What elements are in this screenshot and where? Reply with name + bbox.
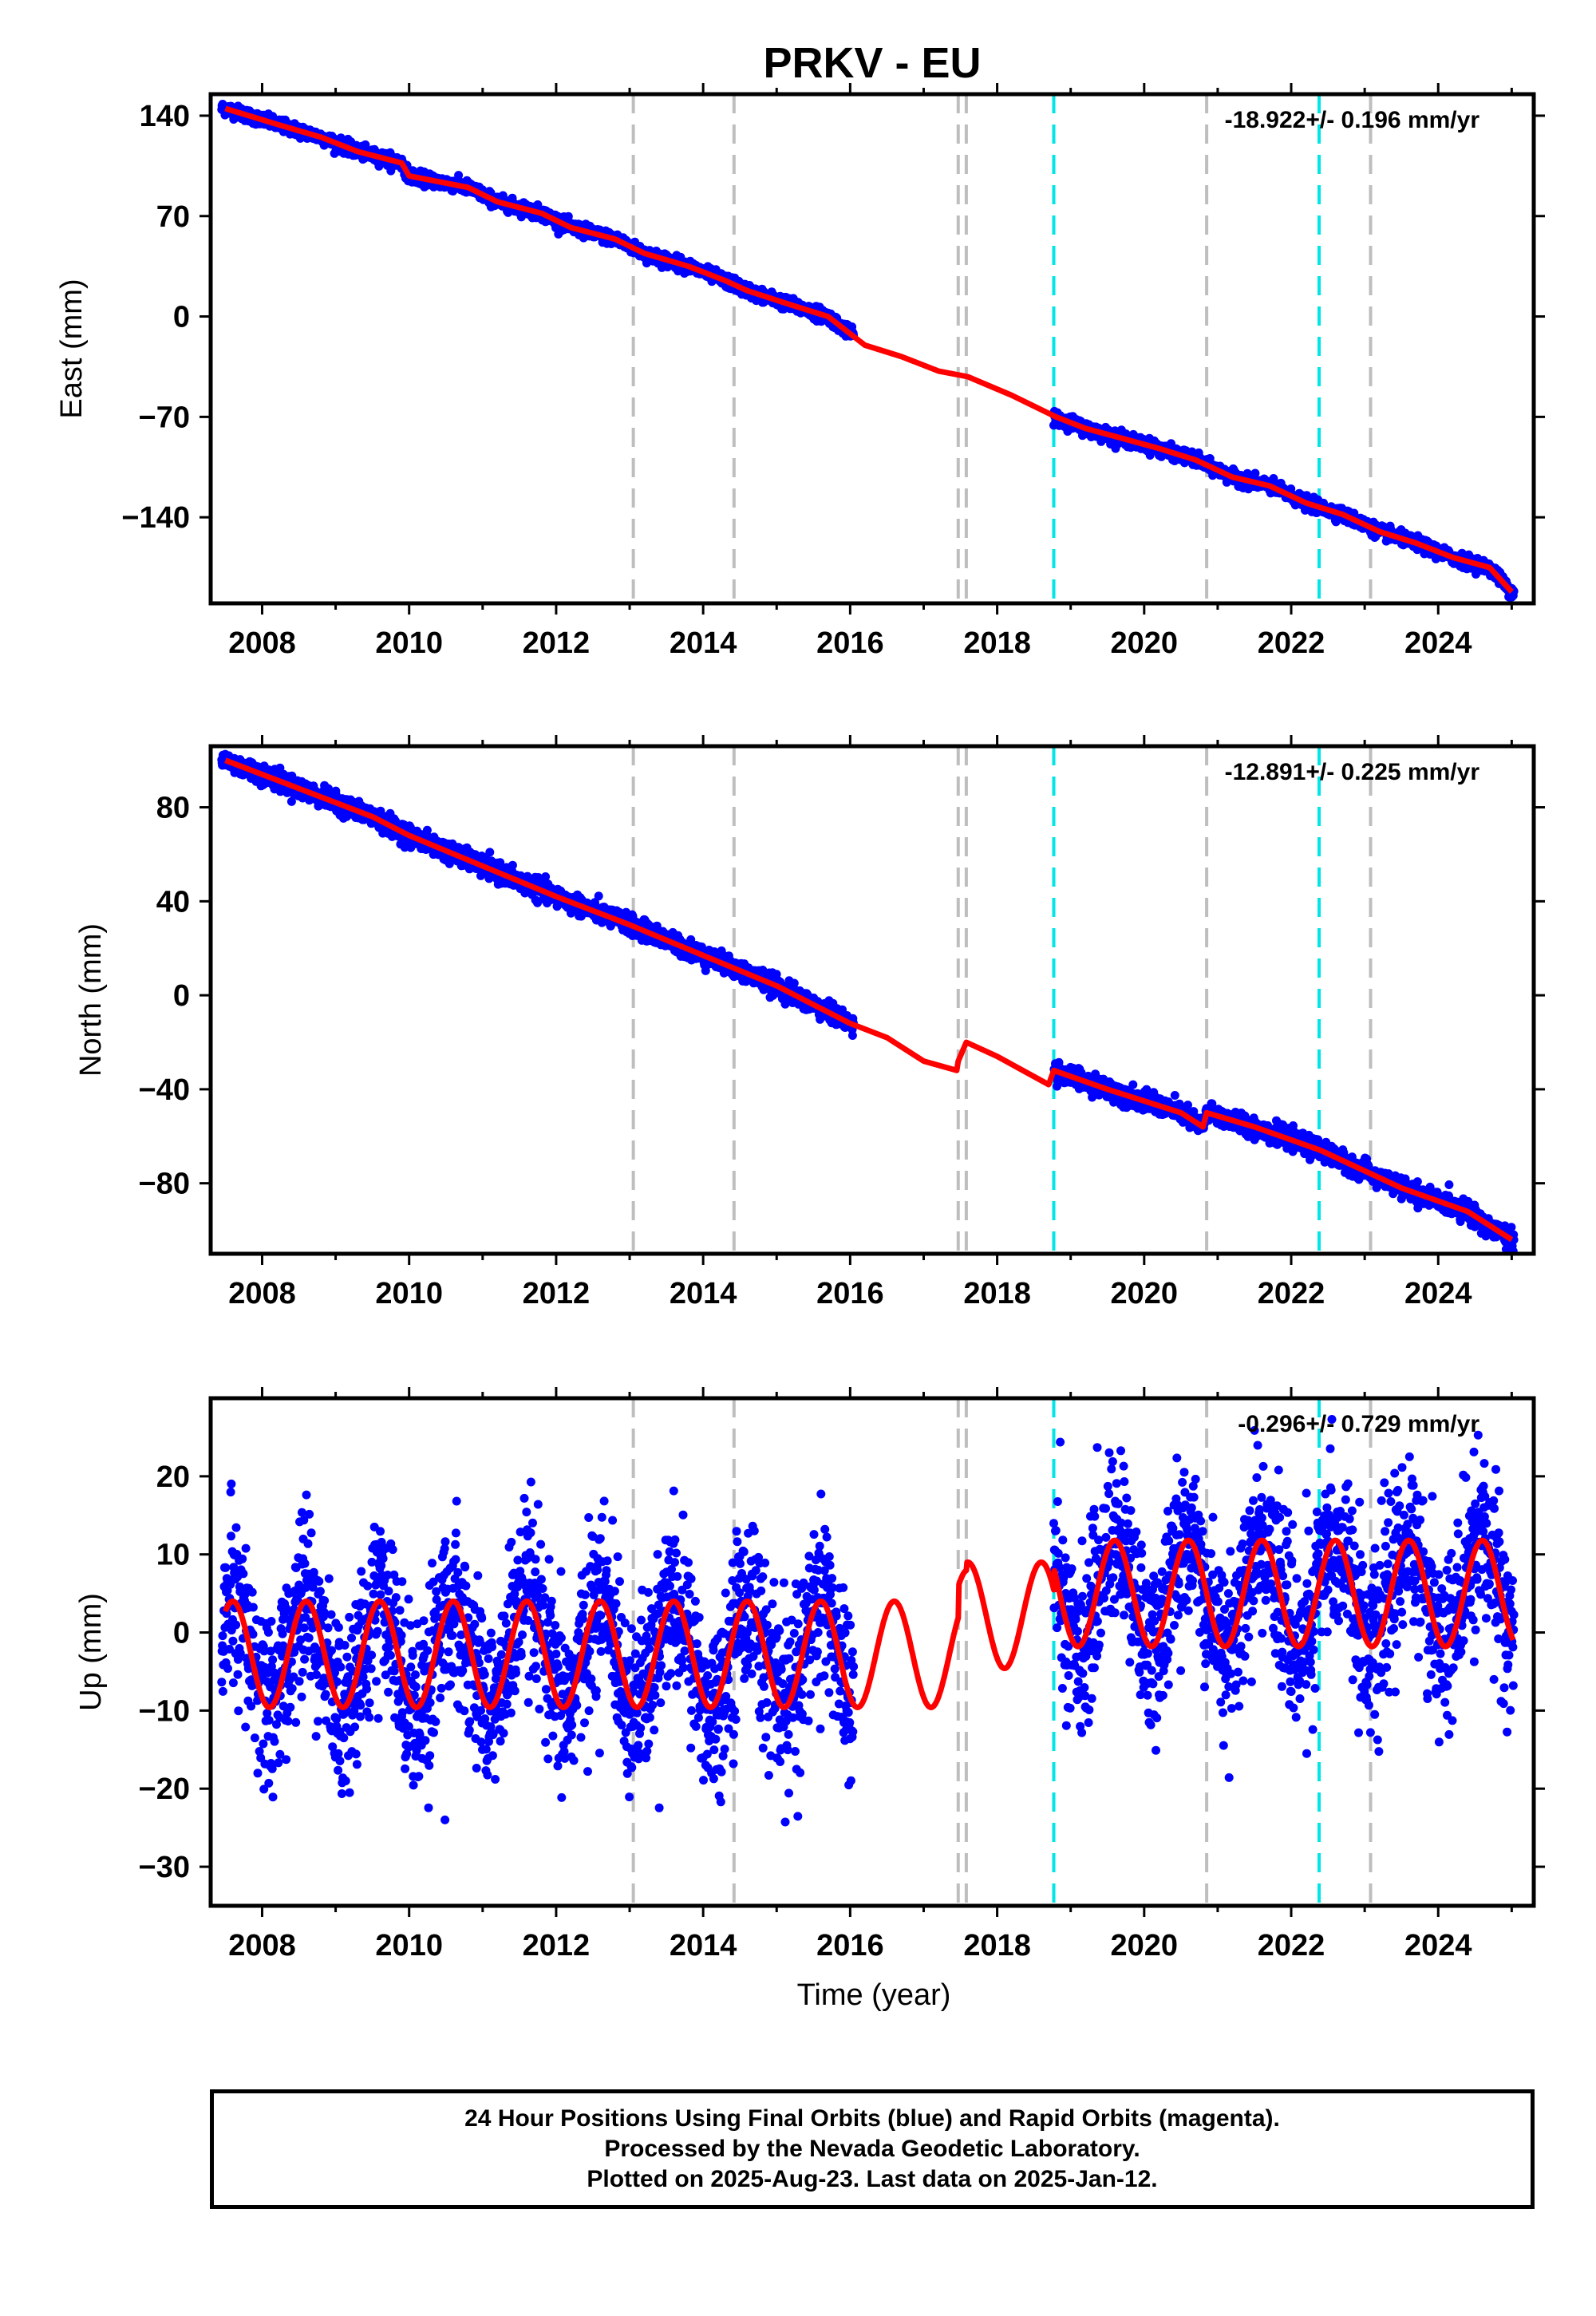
plot-area xyxy=(217,94,1519,603)
x-tick-label: 2008 xyxy=(228,626,296,660)
x-tick-label: 2012 xyxy=(523,626,591,660)
data-point xyxy=(286,796,296,806)
x-tick-label: 2018 xyxy=(963,626,1031,660)
y-tick-label: 140 xyxy=(140,100,190,133)
x-tick-label: 2024 xyxy=(1404,626,1472,660)
data-point xyxy=(496,858,505,868)
model-line xyxy=(224,105,1514,594)
y-tick-label: −140 xyxy=(121,501,190,535)
data-point xyxy=(454,171,464,180)
panel-north: 2008 2010 2012 2014 2016 2018 2020 2022 20248040… xyxy=(74,735,1545,1310)
data-point xyxy=(541,872,551,881)
data-point xyxy=(485,848,495,857)
velocity-label: -18.922+/- 0.196 mm/yr xyxy=(1225,107,1480,133)
data-point xyxy=(594,891,603,901)
x-tick-label: 2016 xyxy=(816,626,884,660)
panel-east: 2008 2010 2012 2014 2016 2018 2020 2022 2024 140 7… xyxy=(55,83,1545,660)
data-point xyxy=(422,825,432,835)
data-point xyxy=(508,860,517,870)
y-tick-label: 70 xyxy=(156,200,190,234)
x-tick-label: 2022 xyxy=(1258,626,1325,660)
plot-area xyxy=(217,746,1519,1254)
y-axis-label: East (mm) xyxy=(55,279,89,418)
data-point xyxy=(1250,468,1260,478)
y-tick-label: 0 xyxy=(173,301,190,334)
x-tick-label: 2014 xyxy=(670,626,737,660)
y-tick-label: −70 xyxy=(139,401,190,434)
x-tick-label: 2020 xyxy=(1111,626,1179,660)
data-points xyxy=(217,749,1519,1254)
axes-frame xyxy=(208,92,1536,606)
chart-title: PRKV - EU xyxy=(763,39,981,87)
data-point xyxy=(563,211,573,221)
x-tick-label: 2010 xyxy=(375,626,443,660)
